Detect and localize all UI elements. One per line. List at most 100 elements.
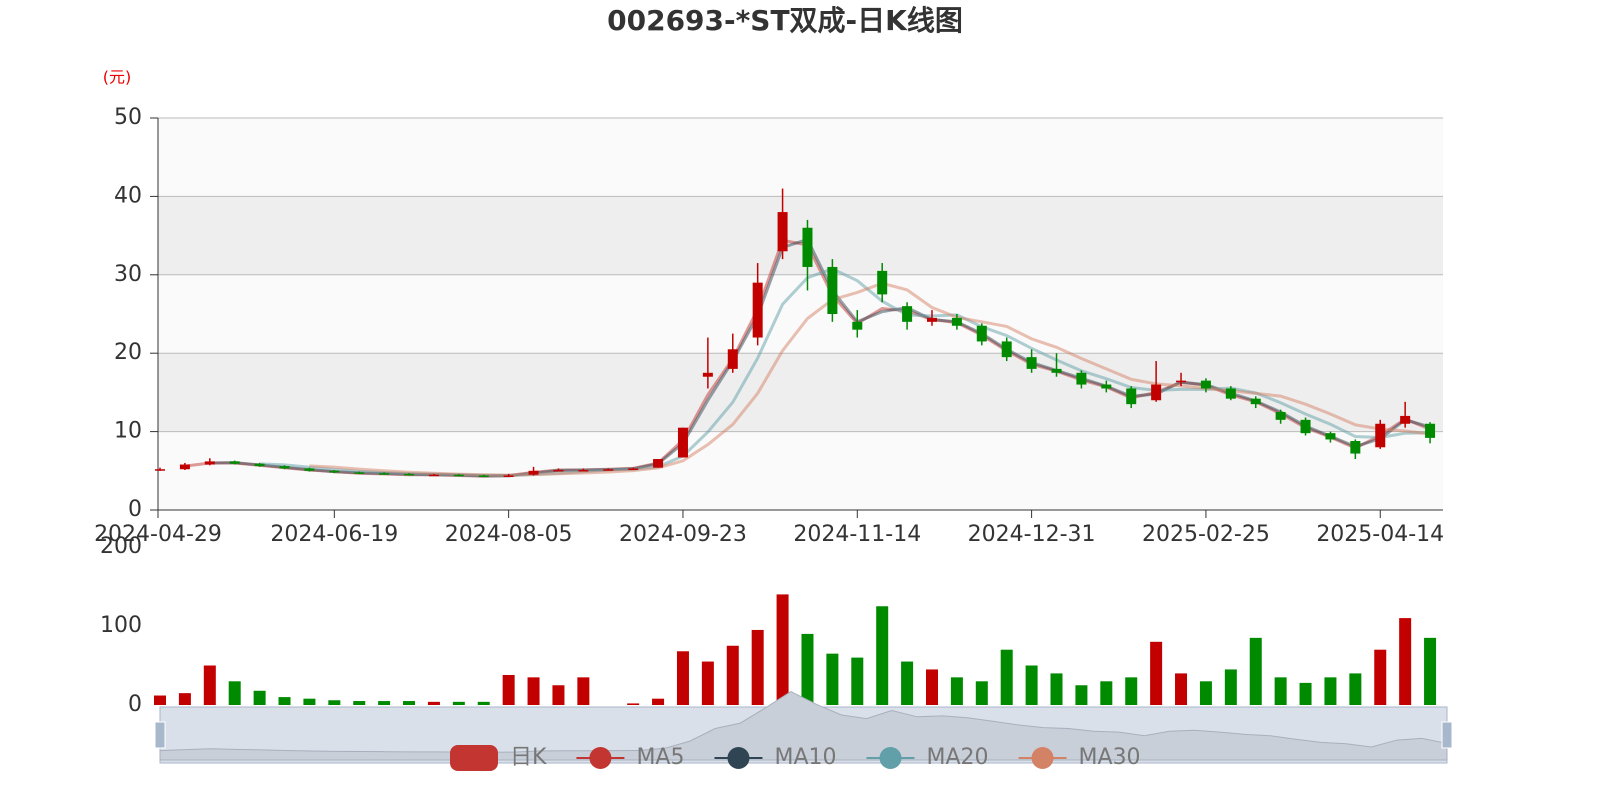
volume-bar	[876, 606, 889, 705]
candle-body	[802, 227, 813, 267]
volume-bar	[378, 701, 391, 705]
candle-body	[528, 470, 539, 475]
volume-bar	[353, 701, 366, 705]
ma-line	[309, 281, 1431, 477]
candle-body	[1176, 380, 1187, 383]
volume-bar	[801, 633, 814, 705]
candle-body	[603, 469, 614, 471]
x-tick-label: 2024-09-23	[619, 522, 747, 547]
candle-body	[1250, 398, 1261, 405]
volume-bar	[726, 645, 739, 705]
candle-body	[951, 317, 962, 326]
volume-bar	[676, 651, 689, 705]
volume-bar	[552, 685, 565, 705]
volume-bar	[751, 629, 764, 705]
candle-body	[1275, 412, 1286, 420]
volume-bar	[1299, 682, 1312, 705]
volume-bar	[1050, 673, 1063, 705]
legend-label: MA30	[1079, 745, 1141, 770]
candle-body	[1300, 419, 1311, 434]
zoom-sparkline	[159, 691, 1448, 761]
candle-body	[204, 461, 215, 465]
volume-bar	[776, 594, 789, 705]
candle-body	[578, 470, 589, 472]
candle-body	[179, 464, 190, 470]
volume-bar	[1125, 677, 1138, 705]
candle-body	[752, 282, 763, 338]
chart-title: 002693-*ST双成-日K线图	[607, 4, 963, 37]
candle-body	[976, 325, 987, 342]
candle-body	[653, 459, 664, 468]
volume-bar	[652, 698, 665, 705]
split-area	[158, 274, 1443, 354]
volume-bar	[1075, 685, 1088, 705]
volume-bar	[1424, 637, 1437, 705]
volume-bar	[527, 677, 540, 705]
y-tick-label: 30	[114, 262, 142, 287]
volume-bar	[1000, 649, 1013, 705]
volume-bar	[1199, 681, 1212, 705]
candle-body	[1425, 423, 1436, 438]
candle-body	[628, 468, 639, 470]
volume-bar	[452, 701, 465, 705]
volume-bar	[1224, 669, 1237, 705]
volume-bar	[154, 695, 166, 705]
y-tick-label: 50	[114, 105, 142, 130]
volume-bar	[1025, 665, 1038, 705]
candle-body	[1350, 441, 1361, 454]
candle-body	[702, 372, 713, 377]
candle-body	[453, 474, 464, 477]
candle-body	[902, 306, 913, 322]
x-tick-label: 2024-11-14	[793, 522, 921, 547]
volume-bar	[627, 703, 640, 705]
y-tick-label: 40	[114, 183, 142, 208]
candle-body	[1325, 433, 1336, 440]
candle-body	[877, 270, 888, 295]
y-unit: (元)	[103, 68, 132, 87]
candle-body	[827, 266, 838, 314]
x-tick-label: 2024-06-19	[270, 522, 398, 547]
legend-label: MA10	[774, 745, 836, 770]
x-tick-label: 2025-04-14	[1316, 522, 1444, 547]
volume-bar	[427, 701, 440, 705]
volume-bar	[403, 701, 416, 705]
split-area	[158, 118, 1443, 197]
candle-body	[279, 466, 290, 469]
volume-bar	[228, 681, 241, 705]
legend-icon	[727, 747, 750, 769]
legend-icon	[879, 747, 902, 769]
candle-body	[1101, 384, 1112, 389]
candle-body	[304, 468, 315, 471]
volume-bar	[701, 661, 714, 705]
candle-body	[354, 472, 365, 474]
legend-label: MA20	[927, 745, 989, 770]
volume-tick-label: 0	[128, 692, 142, 717]
volume-bar	[1399, 618, 1412, 705]
volume-bar	[477, 701, 490, 705]
split-area	[158, 196, 1443, 275]
candle-body	[1001, 341, 1012, 358]
volume-tick-label: 200	[100, 534, 142, 559]
volume-bar	[826, 653, 839, 705]
x-tick-label: 2024-12-31	[968, 522, 1096, 547]
candle-body	[553, 470, 564, 472]
volume-bar	[851, 657, 864, 705]
legend-label: 日K	[510, 745, 547, 770]
volume-bar	[502, 674, 515, 705]
candle-body	[379, 473, 390, 475]
candle-body	[1076, 372, 1087, 385]
y-tick-label: 0	[128, 497, 142, 522]
candle-body	[329, 470, 340, 473]
candle-body	[1225, 388, 1236, 399]
volume-bar	[1100, 681, 1113, 705]
volume-bar	[328, 700, 341, 705]
candle-body	[852, 321, 863, 330]
legend-icon	[589, 747, 612, 769]
candle-body	[404, 473, 415, 476]
volume-bar	[975, 681, 988, 705]
candle-body	[1051, 368, 1062, 373]
candle-body	[677, 427, 688, 458]
legend-icon	[450, 745, 498, 771]
volume-bar	[950, 677, 963, 705]
